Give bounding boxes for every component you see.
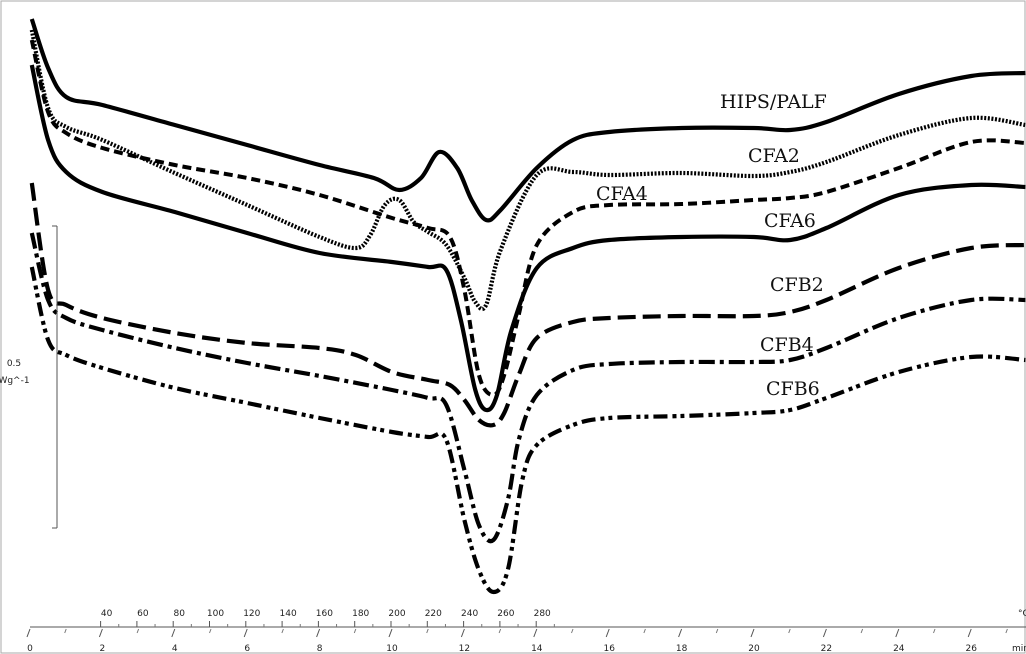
curve-cfa6 [29,64,1026,413]
temperature-tick-label: 40 [101,609,113,619]
time-unit: min [1012,644,1026,654]
curve-label-cfa4: CFA4 [596,183,648,205]
curve-cfb6 [29,266,1026,595]
curve-cfb2 [29,182,1026,428]
time-minor-tick [788,628,791,634]
temperature-unit: °C [1018,609,1026,619]
time-tick [243,628,248,638]
time-minor-tick [498,628,502,634]
scale-bar: 0.5 Wg^-1 [0,225,58,529]
time-minor-tick [136,628,140,634]
time-tick [967,628,972,638]
time-tick [388,628,393,638]
time-minor-tick [64,628,67,634]
time-tick-label: 8 [317,644,323,654]
temperature-tick-label: 240 [461,609,478,619]
curve-cfb4 [29,232,1026,544]
temperature-tick-label: 120 [243,609,260,619]
temperature-tick-label: 160 [316,609,333,619]
curve-label-cfa6: CFA6 [764,210,816,232]
curve-label-cfb4: CFB4 [760,334,814,356]
temperature-ticks: 40 60 80 100 120 140 160 180 200 220 240 260 280 [100,609,555,627]
time-tick [171,628,176,638]
temperature-tick-label: 60 [137,609,149,619]
time-tick-label: 20 [748,644,760,654]
time-minor-tick [281,628,284,634]
temperature-tick-label: 180 [352,609,369,619]
time-tick [460,628,465,638]
time-tick [26,628,31,638]
time-tick-label: 26 [965,644,977,654]
time-tick-label: 4 [172,644,178,654]
time-minor-tick [571,628,574,634]
temperature-tick-label: 100 [207,609,224,619]
time-ticks: 0 2 4 6 8 10 12 14 16 18 20 22 24 26 [26,628,1008,654]
time-tick [98,628,103,638]
curve-label-hips-palf: HIPS/PALF [720,91,827,113]
curve-label-cfb6: CFB6 [766,378,820,400]
temperature-tick-label: 280 [534,609,551,619]
scale-bar-unit: Wg^-1 [0,376,30,386]
time-tick [533,628,538,638]
curve-cfa2 [29,29,1026,312]
scale-bar-value: 0.5 [7,359,21,369]
time-tick-label: 2 [100,644,106,654]
curve-labels-group: HIPS/PALF CFA2 CFA4 CFA6 CFB2 CFB4 CFB6 [596,91,827,400]
time-minor-tick [643,628,646,634]
curve-label-cfb2: CFB2 [770,274,824,296]
temperature-tick-label: 200 [388,609,405,619]
time-tick-label: 12 [459,644,470,654]
time-tick [750,628,755,638]
time-tick-label: 24 [893,644,905,654]
time-tick [822,628,827,638]
time-minor-tick [860,628,864,634]
time-tick [895,628,900,638]
time-tick-label: 22 [821,644,832,654]
time-tick-label: 10 [386,644,398,654]
curve-hips-palf [29,18,1026,223]
curves-group [29,18,1026,595]
time-tick-label: 0 [27,644,33,654]
temperature-tick-label: 260 [497,609,514,619]
time-tick-label: 16 [603,644,615,654]
time-minor-tick [1005,628,1008,634]
curve-cfa4 [29,39,1026,397]
temperature-tick-label: 80 [173,609,185,619]
temperature-tick-label: 140 [280,609,297,619]
temperature-tick-label: 220 [425,609,442,619]
time-tick [316,628,321,638]
time-tick-label: 6 [244,644,250,654]
time-tick-label: 18 [676,644,688,654]
time-tick [678,628,683,638]
curve-label-cfa2: CFA2 [748,145,800,167]
time-minor-tick [353,628,357,634]
temperature-axis: 40 60 80 100 120 140 160 180 200 220 240 260 280 °C [30,609,1026,628]
time-tick [605,628,610,638]
time-minor-tick [209,628,212,634]
time-minor-tick [715,628,719,634]
time-minor-tick [933,628,936,634]
time-minor-tick [426,628,429,634]
time-tick-label: 14 [531,644,543,654]
